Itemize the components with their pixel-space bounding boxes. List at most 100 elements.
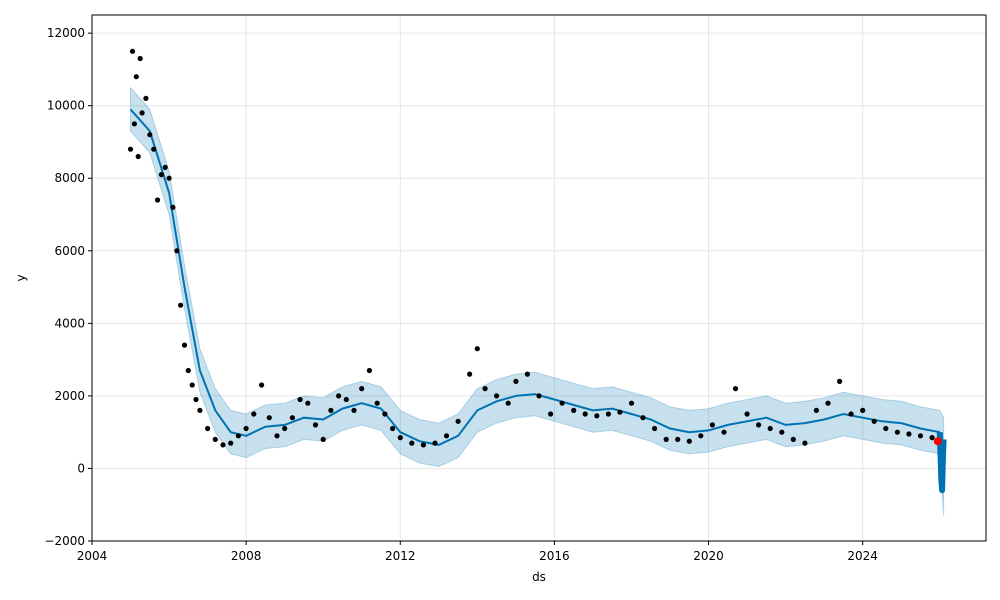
observed-point (282, 425, 288, 432)
observed-point (420, 442, 426, 448)
observed-point (455, 418, 461, 424)
observed-point (312, 422, 319, 428)
forecast-line (129, 108, 940, 446)
observed-point (374, 400, 380, 406)
observed-point (185, 367, 191, 374)
observed-point (848, 411, 854, 417)
observed-point (721, 429, 727, 435)
observed-point (143, 95, 149, 101)
observed-point (151, 146, 157, 152)
observed-point (266, 415, 272, 421)
observed-point (305, 400, 311, 406)
observed-point (790, 436, 796, 442)
observed-point (663, 436, 669, 442)
observed-point (197, 407, 203, 413)
observed-point (536, 393, 542, 399)
y-tick-label: 10000 (47, 99, 85, 113)
x-tick-label: 2012 (385, 549, 416, 563)
observed-point (628, 400, 635, 406)
observed-point (259, 382, 265, 388)
observed-point (297, 396, 303, 403)
observed-point (336, 393, 342, 399)
observed-point (205, 425, 211, 432)
observed-point (320, 436, 326, 442)
observed-point (432, 440, 438, 446)
observed-point (170, 204, 176, 210)
uncertainty-band (130, 86, 945, 516)
observed-point (675, 436, 681, 442)
observed-point (127, 146, 134, 152)
observed-point (640, 415, 646, 421)
observed-point (343, 396, 349, 403)
y-tick-label: 12000 (47, 26, 85, 40)
observed-point (162, 164, 168, 170)
x-axis-label: ds (532, 570, 546, 584)
observed-point (382, 411, 388, 417)
observed-point (744, 411, 750, 417)
observed-point (837, 378, 843, 384)
observed-point (860, 407, 866, 413)
observed-point (582, 411, 588, 417)
observed-point (443, 433, 450, 439)
observed-point (917, 433, 924, 439)
observed-point (482, 386, 488, 392)
observed-point (871, 418, 877, 424)
observed-point (133, 74, 139, 80)
observed-point (698, 433, 704, 439)
observed-point (274, 433, 280, 439)
observed-point (235, 433, 241, 439)
observed-point (652, 425, 658, 432)
x-tick-label: 2004 (77, 549, 108, 563)
observed-points (127, 48, 935, 448)
observed-point (605, 411, 612, 417)
future-forecast (936, 432, 947, 494)
y-tick-label: 8000 (54, 171, 85, 185)
observed-point (193, 396, 199, 403)
observed-point (390, 425, 396, 432)
observed-point (328, 407, 334, 413)
observed-point (548, 411, 554, 417)
plot-frame (91, 14, 987, 542)
observed-point (359, 386, 365, 392)
observed-point (220, 442, 226, 448)
highlight-point (933, 437, 942, 446)
forecast-spread-line (936, 432, 947, 494)
observed-point (243, 425, 249, 432)
grid-lines (91, 15, 986, 542)
observed-point (409, 440, 415, 446)
y-tick-label: 6000 (54, 244, 85, 258)
observed-point (779, 429, 785, 435)
observed-point (289, 415, 295, 421)
observed-point (131, 121, 137, 127)
observed-point (467, 371, 473, 377)
y-tick-label: 0 (77, 461, 85, 475)
observed-point (251, 411, 257, 417)
observed-point (166, 175, 172, 181)
x-axis-ticks: 2004 2008 2012 2016 2020 2024 (77, 541, 878, 563)
observed-point (709, 422, 716, 428)
observed-point (617, 409, 623, 415)
observed-point (883, 425, 889, 432)
observed-point (129, 48, 136, 54)
observed-point (813, 407, 820, 413)
observed-point (929, 435, 935, 441)
trend-line (129, 108, 940, 446)
observed-point (594, 413, 600, 419)
observed-point (505, 400, 511, 406)
x-tick-label: 2020 (693, 549, 724, 563)
observed-point (686, 438, 692, 444)
observed-point (756, 422, 762, 428)
y-tick-label: 4000 (54, 316, 85, 330)
observed-point (147, 132, 153, 138)
observed-point (767, 425, 773, 432)
observed-point (212, 436, 218, 442)
y-tick-label: −2000 (44, 534, 85, 548)
observed-point (351, 407, 357, 413)
observed-point (559, 400, 565, 406)
y-axis-label: y (14, 274, 28, 281)
observed-point (513, 378, 519, 384)
observed-point (228, 440, 234, 446)
observed-point (181, 342, 188, 348)
